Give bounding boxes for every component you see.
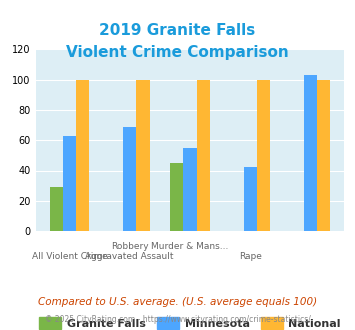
Text: 2019 Granite Falls: 2019 Granite Falls [99, 23, 256, 38]
Bar [317, 80, 330, 231]
Bar [257, 80, 270, 231]
Bar [123, 127, 136, 231]
Text: Rape: Rape [239, 252, 262, 261]
Text: © 2025 CityRating.com - https://www.cityrating.com/crime-statistics/: © 2025 CityRating.com - https://www.city… [45, 315, 310, 324]
Text: All Violent Crime: All Violent Crime [32, 252, 107, 261]
Bar [244, 167, 257, 231]
Bar [197, 80, 210, 231]
Bar [76, 80, 89, 231]
Text: Aggravated Assault: Aggravated Assault [86, 252, 174, 261]
Bar [170, 163, 183, 231]
Bar [50, 187, 63, 231]
Bar [63, 136, 76, 231]
Text: Robbery: Robbery [111, 242, 148, 250]
Text: Compared to U.S. average. (U.S. average equals 100): Compared to U.S. average. (U.S. average … [38, 297, 317, 307]
Bar [136, 80, 149, 231]
Bar [304, 75, 317, 231]
Text: Violent Crime Comparison: Violent Crime Comparison [66, 45, 289, 59]
Text: Murder & Mans...: Murder & Mans... [151, 242, 229, 250]
Bar [183, 148, 197, 231]
Legend: Granite Falls, Minnesota, National: Granite Falls, Minnesota, National [34, 313, 345, 330]
